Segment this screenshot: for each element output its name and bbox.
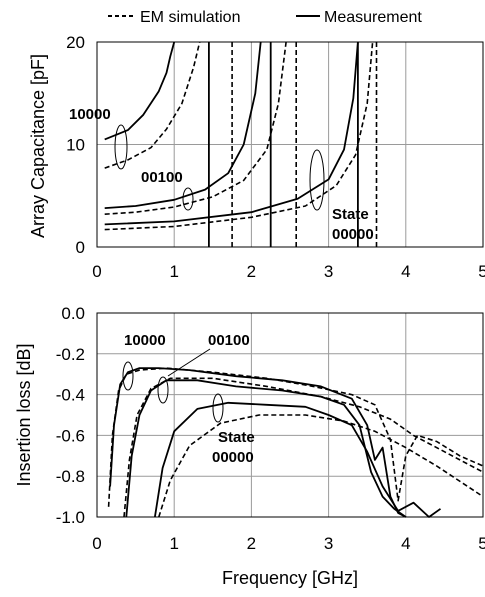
insertion-loss-dashed-series-line — [123, 377, 484, 518]
capacitance-x-tick-label: 2 — [247, 262, 256, 281]
insertion-loss-y-tick-label: -0.4 — [56, 386, 85, 405]
annotation-label-state: State — [218, 429, 255, 446]
capacitance-panel: 0 1 2 3 4 5 0 10 20 Array Capacitance [pF] 10000… — [28, 33, 485, 281]
insertion-loss-tick-labels: 0 1 2 3 4 5 0.0 -0.2 -0.4 -0.6 -0.8 -1.0 — [56, 304, 485, 553]
insertion-loss-y-tick-label: -0.8 — [56, 467, 85, 486]
capacitance-plot-frame — [96, 41, 484, 248]
annotation-label-00100: 00100 — [208, 332, 250, 349]
capacitance-y-tick-label: 20 — [66, 33, 85, 52]
capacitance-x-tick-label: 4 — [401, 262, 410, 281]
insertion-loss-x-tick-label: 2 — [247, 534, 256, 553]
capacitance-x-tick-label: 0 — [92, 262, 101, 281]
legend-label-em-simulation: EM simulation — [140, 9, 240, 26]
insertion-loss-dashed-series-line — [158, 414, 484, 518]
insertion-loss-dashed-series-line — [107, 367, 484, 507]
insertion-loss-panel: 0 1 2 3 4 5 0.0 -0.2 -0.4 -0.6 -0.8 -1.0 Insertion … — [14, 304, 485, 553]
capacitance-dashed-series-line — [104, 41, 287, 215]
capacitance-solid-series-line — [104, 41, 359, 226]
insertion-loss-y-tick-label: -1.0 — [56, 508, 85, 527]
insertion-loss-y-axis-label: Insertion loss [dB] — [14, 343, 34, 486]
capacitance-x-tick-label: 5 — [478, 262, 485, 281]
insertion-loss-y-tick-label: 0.0 — [61, 304, 85, 323]
capacitance-grid — [97, 42, 483, 247]
insertion-loss-x-tick-label: 0 — [92, 534, 101, 553]
capacitance-dashed-series-line — [104, 41, 201, 169]
insertion-loss-annotations: 10000 00100 State 00000 — [122, 332, 255, 466]
insertion-loss-solid-series-line — [125, 379, 407, 518]
legend: EM simulation Measurement — [108, 9, 422, 26]
insertion-loss-x-tick-label: 4 — [401, 534, 410, 553]
annotation-label-10000: 10000 — [124, 332, 166, 349]
insertion-loss-x-tick-label: 5 — [478, 534, 485, 553]
capacitance-solid-series-line — [104, 41, 262, 209]
capacitance-tick-labels: 0 1 2 3 4 5 0 10 20 — [66, 33, 485, 281]
capacitance-y-tick-label: 10 — [66, 136, 85, 155]
insertion-loss-solid-series-line — [154, 401, 442, 518]
annotation-label-00100: 00100 — [141, 169, 183, 186]
legend-label-measurement: Measurement — [324, 9, 422, 26]
annotation-label-state: State — [332, 206, 369, 223]
insertion-loss-plot-frame — [96, 312, 484, 518]
annotation-label-10000: 10000 — [69, 106, 111, 123]
annotation-ellipse-00000 — [309, 149, 325, 211]
annotation-label-00000: 00000 — [332, 226, 374, 243]
capacitance-y-axis-label: Array Capacitance [pF] — [28, 54, 48, 238]
capacitance-y-tick-label: 0 — [76, 238, 85, 257]
insertion-loss-y-tick-label: -0.6 — [56, 426, 85, 445]
insertion-loss-series — [107, 367, 484, 518]
annotation-ellipse-00100 — [157, 376, 169, 404]
capacitance-x-tick-label: 1 — [169, 262, 178, 281]
annotation-ellipse-10000 — [114, 124, 128, 170]
insertion-loss-x-tick-label: 1 — [169, 534, 178, 553]
annotation-ellipse-00100 — [182, 187, 194, 211]
x-axis-label: Frequency [GHz] — [222, 568, 358, 588]
capacitance-series — [104, 41, 378, 247]
capacitance-x-tick-label: 3 — [324, 262, 333, 281]
insertion-loss-x-tick-label: 3 — [324, 534, 333, 553]
capacitance-dashed-series-line — [104, 41, 374, 231]
annotation-ellipse-00000 — [212, 393, 224, 423]
capacitance-solid-series-line — [104, 41, 176, 141]
annotation-leader-00100 — [167, 348, 211, 377]
insertion-loss-y-tick-label: -0.2 — [56, 345, 85, 364]
capacitance-annotations: 10000 00100 State 00000 — [69, 106, 374, 243]
annotation-label-00000: 00000 — [212, 449, 254, 466]
annotation-ellipse-10000 — [122, 361, 134, 391]
